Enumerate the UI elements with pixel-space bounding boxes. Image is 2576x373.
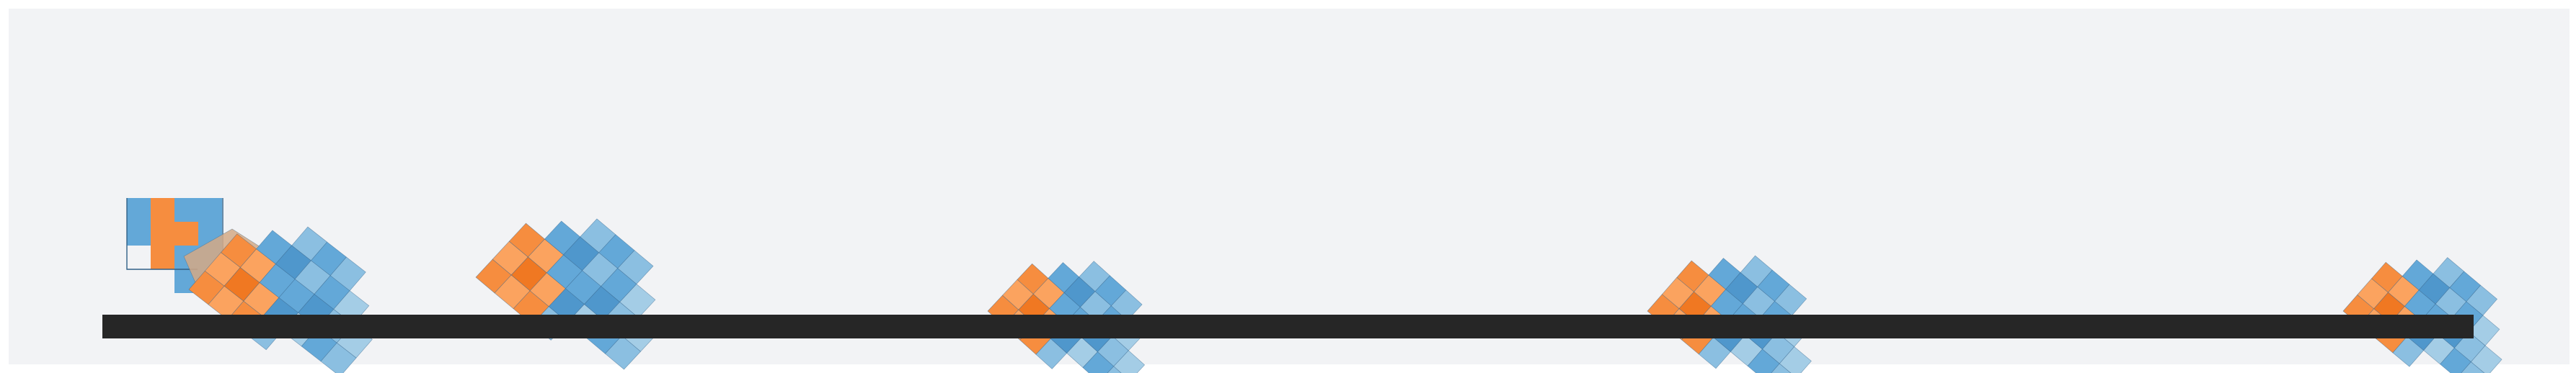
ground-bar [102, 315, 2474, 338]
robot-cell [2466, 284, 2498, 316]
robot-cell [2461, 361, 2485, 373]
initial-cell [151, 222, 174, 246]
robot-cell [1779, 346, 1812, 373]
initial-cell [198, 198, 222, 222]
robot-frame-2 [475, 218, 658, 370]
robot-cell [619, 284, 656, 318]
canvas-panel [9, 9, 2570, 364]
initial-cell [151, 246, 174, 269]
robot-cell [1771, 363, 1792, 373]
robot-frame-1 [126, 198, 373, 373]
robot-cell [329, 256, 366, 292]
robot-frames [126, 198, 2502, 373]
initial-cell [174, 222, 198, 246]
robot-cell [1113, 350, 1146, 373]
initial-cell [127, 222, 151, 246]
initial-cell [151, 198, 174, 222]
robot-cell [617, 250, 654, 284]
initial-cell [174, 198, 198, 222]
initial-cell [127, 198, 151, 222]
robot-cell [2470, 345, 2502, 373]
robot-cell [1774, 284, 1807, 316]
robot-cell [2468, 315, 2500, 346]
robot-frame-4 [1647, 255, 1812, 373]
robot-cell [1107, 366, 1122, 373]
